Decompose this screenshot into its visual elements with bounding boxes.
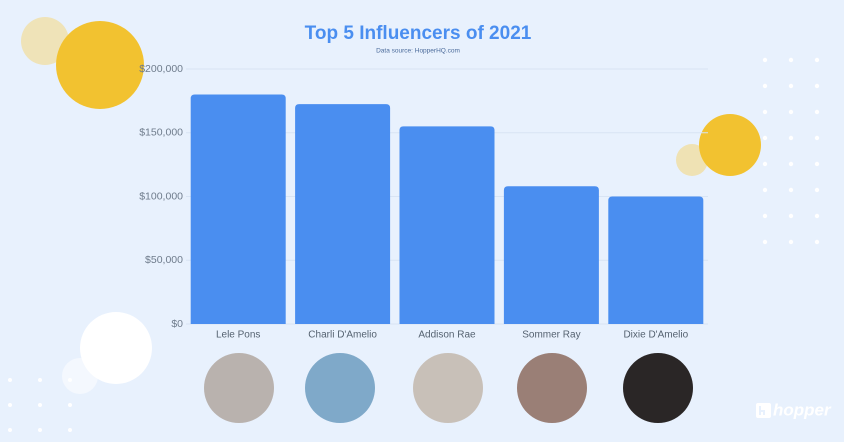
dot (762, 109, 768, 115)
bar (608, 196, 704, 324)
dot (788, 239, 794, 245)
dot (68, 403, 72, 407)
bar (190, 94, 286, 324)
dot (68, 378, 72, 382)
dot (814, 239, 820, 245)
dot (762, 135, 768, 141)
dot (8, 428, 12, 432)
bar (399, 126, 495, 324)
chart-title: Top 5 Influencers of 2021 (305, 23, 532, 44)
x-tick-label: Addison Rae (418, 330, 476, 341)
photos (204, 353, 693, 423)
dot (814, 213, 820, 219)
dot (788, 83, 794, 89)
x-tick-label: Dixie D'Amelio (623, 330, 688, 341)
dot (814, 161, 820, 167)
dot (38, 428, 42, 432)
y-tick-label: $100,000 (139, 190, 183, 202)
dot (762, 239, 768, 245)
brand-name: hopper (773, 400, 832, 419)
chart-subtitle: Data source: HopperHQ.com (376, 48, 460, 55)
dot (762, 83, 768, 89)
bar (503, 186, 599, 324)
dot (38, 378, 42, 382)
dot (762, 187, 768, 193)
x-tick-label: Lele Pons (216, 330, 260, 341)
dot (814, 135, 820, 141)
dot (814, 57, 820, 63)
dot (38, 403, 42, 407)
y-tick-label: $0 (171, 318, 183, 330)
y-tick-label: $150,000 (139, 127, 183, 139)
dot (814, 109, 820, 115)
dot (788, 187, 794, 193)
dot (788, 161, 794, 167)
dot (762, 57, 768, 63)
dot (762, 161, 768, 167)
decoration (8, 17, 820, 432)
dot (814, 83, 820, 89)
dot (762, 213, 768, 219)
bar (295, 104, 391, 324)
y-tick-label: $50,000 (145, 254, 183, 266)
dot (788, 57, 794, 63)
dot (788, 213, 794, 219)
brand-logo (756, 403, 771, 418)
x-tick-label: Sommer Ray (522, 330, 580, 341)
dot (814, 187, 820, 193)
dot (68, 428, 72, 432)
x-tick-label: Charli D'Amelio (308, 330, 377, 341)
dot (788, 109, 794, 115)
dot (8, 403, 12, 407)
y-tick-label: $200,000 (139, 63, 183, 75)
dot (788, 135, 794, 141)
dot (8, 378, 12, 382)
